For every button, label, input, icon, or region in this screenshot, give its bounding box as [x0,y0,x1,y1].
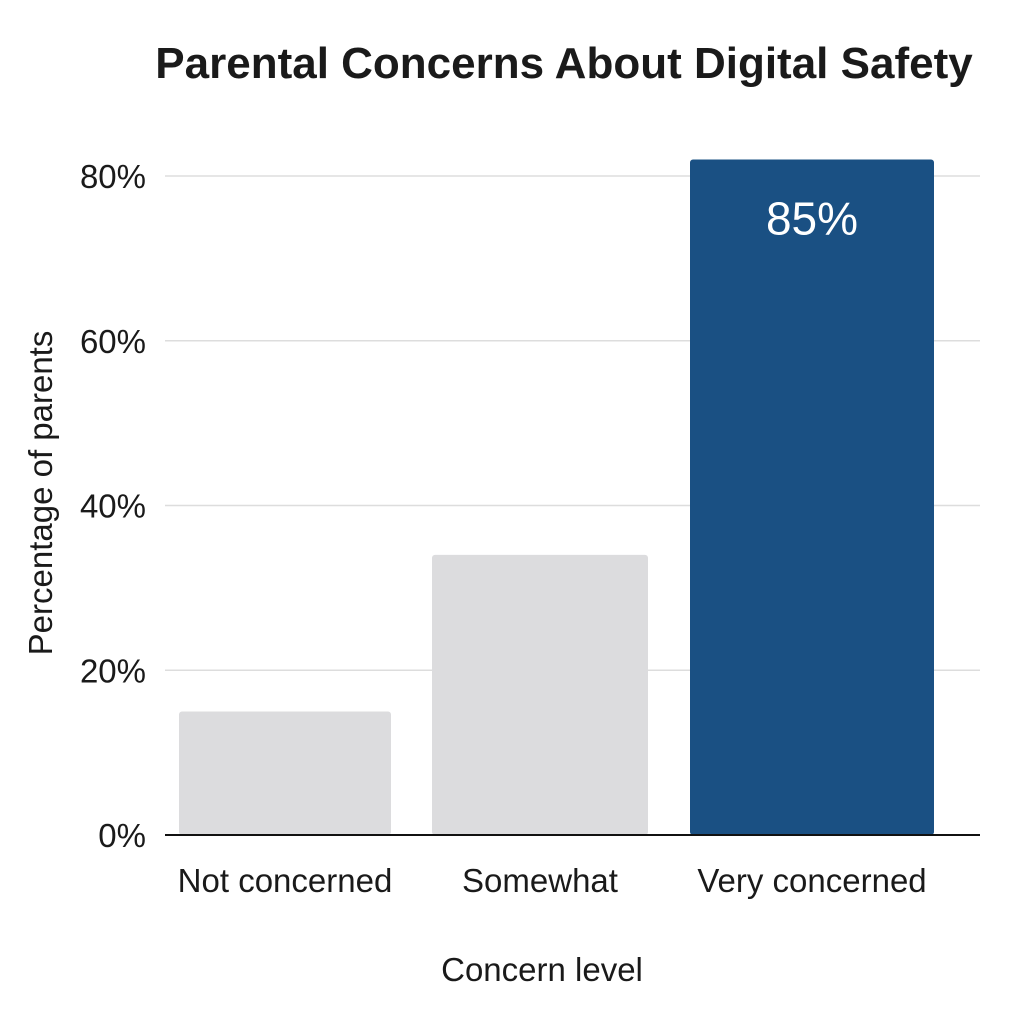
data-label: 85% [766,193,858,245]
bars [179,159,934,835]
bar-very-concerned [690,159,934,835]
x-category-label: Not concerned [178,862,393,899]
data-labels: 85% [766,193,858,245]
x-axis-category-labels: Not concerned Somewhat Very concerned [178,862,927,899]
bar-not-concerned [179,711,391,835]
chart-title: Parental Concerns About Digital Safety [155,39,973,88]
y-tick-label: 0% [98,817,146,854]
y-tick-label: 60% [80,323,146,360]
x-category-label: Very concerned [697,862,926,899]
bar-somewhat [432,554,648,835]
y-axis-tick-labels: 0% 20% 40% 60% 80% [80,158,146,854]
y-tick-label: 20% [80,652,146,689]
x-axis-label: Concern level [441,951,643,988]
y-tick-label: 80% [80,158,146,195]
y-axis-label: Percentage of parents [22,331,59,656]
y-tick-label: 40% [80,488,146,525]
x-category-label: Somewhat [462,862,618,899]
